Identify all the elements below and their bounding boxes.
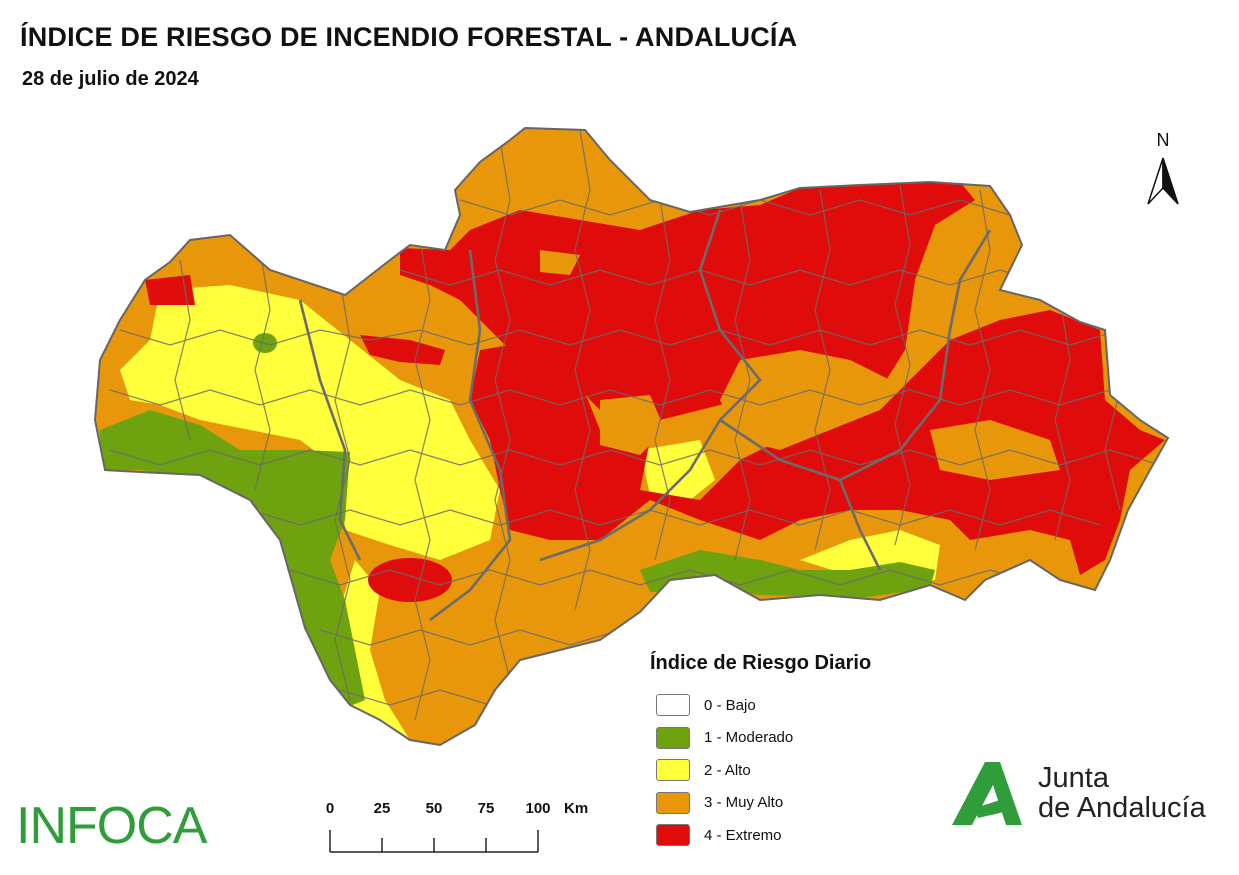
- junta-logo-text-block: Junta de Andalucía: [950, 758, 1206, 828]
- zone-alto-west: [120, 285, 500, 560]
- zone-muy-alto-island-3: [930, 420, 1060, 480]
- zone-extremo-north: [400, 182, 975, 430]
- map-date: 28 de julio de 2024: [22, 68, 199, 90]
- legend-item-bajo: 0 - Bajo: [650, 689, 871, 722]
- scale-unit: Km: [564, 800, 589, 817]
- legend-swatch-bajo: [656, 694, 690, 717]
- junta-andalucia-logo-icon: [952, 762, 1022, 825]
- legend-label-bajo: 0 - Bajo: [704, 696, 756, 714]
- legend-swatch-moderado: [656, 726, 690, 749]
- scale-tick-75: 75: [477, 800, 495, 817]
- legend: Índice de Riesgo Diario 0 - Bajo 1 - Mod…: [650, 652, 871, 852]
- zone-extremo-northwest: [145, 275, 195, 305]
- infoca-logo: INFOCA: [16, 797, 207, 855]
- legend-item-alto: 2 - Alto: [650, 754, 871, 787]
- junta-line-2: de Andalucía: [1038, 792, 1206, 824]
- zone-muy-alto-island-4: [540, 250, 580, 275]
- region-outline: [93, 126, 1170, 747]
- legend-label-extremo: 4 - Extremo: [704, 826, 782, 844]
- north-label: N: [1156, 130, 1170, 150]
- junta-line-1: Junta: [1038, 762, 1109, 794]
- zone-muy-alto-island-1: [600, 395, 665, 455]
- legend-label-muy-alto: 3 - Muy Alto: [704, 794, 784, 812]
- legend-swatch-muy-alto: [656, 791, 690, 814]
- scale-tick-100: 100: [525, 800, 551, 817]
- junta-logo-text: Junta de Andalucía: [1038, 763, 1206, 823]
- legend-title: Índice de Riesgo Diario: [650, 652, 872, 674]
- scale-tick-0: 0: [325, 800, 335, 817]
- scale-tick-25: 25: [373, 800, 391, 817]
- legend-item-moderado: 1 - Moderado: [650, 722, 871, 755]
- legend-swatch-alto: [656, 759, 690, 782]
- north-indicator: N: [1146, 130, 1180, 151]
- scale-bar-graphic: [329, 830, 539, 853]
- zone-extremo-south: [368, 558, 452, 602]
- legend-swatch-extremo: [656, 824, 690, 847]
- legend-label-moderado: 1 - Moderado: [704, 729, 794, 747]
- scale-tick-50: 50: [425, 800, 443, 817]
- risk-zones: [95, 128, 1168, 745]
- zone-moderado-west: [100, 410, 365, 710]
- legend-label-alto: 2 - Alto: [704, 761, 751, 779]
- zone-extremo-strip: [360, 335, 445, 365]
- legend-item-muy-alto: 3 - Muy Alto: [650, 787, 871, 820]
- zone-muy-alto-island-2: [720, 350, 890, 450]
- legend-item-extremo: 4 - Extremo: [650, 819, 871, 852]
- map-title: ÍNDICE DE RIESGO DE INCENDIO FORESTAL - …: [20, 22, 798, 52]
- province-boundaries: [298, 209, 992, 622]
- north-arrow-icon: [1147, 157, 1179, 205]
- junta-logo-spacer: [950, 758, 1026, 828]
- zone-extremo-east: [470, 310, 1165, 575]
